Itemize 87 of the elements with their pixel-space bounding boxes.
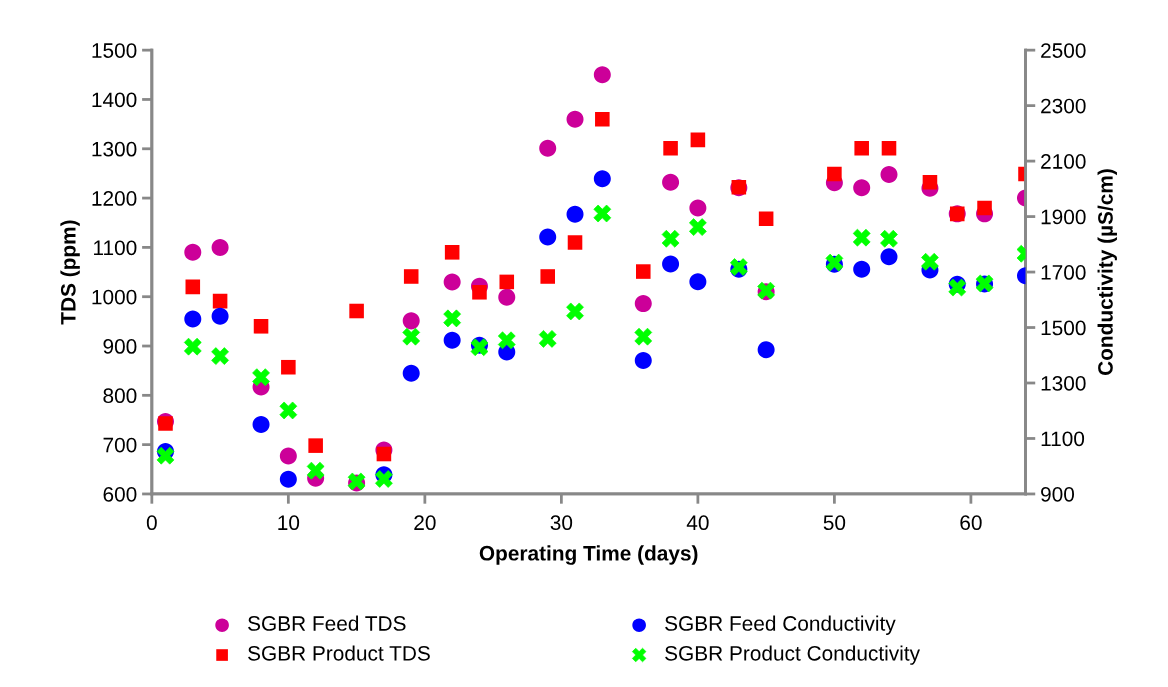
y2-axis-title: Conductivity (µS/cm) — [1097, 169, 1117, 375]
point — [281, 359, 296, 375]
point — [211, 307, 229, 325]
point — [349, 303, 364, 319]
point — [185, 279, 201, 295]
point — [279, 470, 297, 488]
point — [184, 310, 202, 328]
point — [593, 66, 611, 84]
point — [880, 248, 898, 266]
point — [540, 269, 555, 284]
y-tick-label: 1000 — [92, 289, 137, 305]
point — [443, 273, 461, 291]
y2-tick-label: 2500 — [1041, 43, 1086, 58]
y-tick-label: 1400 — [92, 92, 137, 108]
legend-label: SGBR Feed Conductivity — [665, 615, 896, 635]
point — [880, 229, 898, 248]
point — [566, 110, 584, 128]
x-tick-label: 50 — [823, 515, 846, 531]
point — [689, 273, 707, 291]
point — [827, 166, 842, 182]
y2-tick-label: 2100 — [1041, 154, 1086, 169]
y-axis-title: TDS (ppm) — [60, 220, 80, 325]
point — [184, 243, 202, 261]
y-tick-label: 1300 — [92, 141, 137, 157]
point — [758, 211, 774, 227]
point — [880, 165, 898, 183]
point — [403, 269, 419, 284]
y-tick-label: 900 — [103, 339, 137, 354]
legend-label: SGBR Product Conductivity — [665, 645, 920, 665]
y2-tick-label: 900 — [1041, 486, 1075, 502]
point — [539, 139, 557, 157]
point — [922, 175, 938, 190]
y2-tick-label: 1900 — [1041, 209, 1086, 225]
legend-label: SGBR Feed TDS — [248, 615, 406, 631]
x-tick-label: 0 — [146, 515, 157, 531]
point — [402, 364, 420, 382]
point — [566, 205, 584, 223]
point — [635, 264, 651, 279]
y-tick-label: 700 — [103, 437, 137, 453]
point — [376, 446, 392, 462]
point — [279, 447, 297, 465]
y2-tick-label: 1700 — [1041, 265, 1086, 280]
y2-tick-label: 1100 — [1041, 431, 1085, 447]
point — [854, 141, 869, 156]
y-tick-label: 1500 — [92, 43, 137, 58]
x-tick-label: 40 — [686, 515, 709, 531]
point — [158, 416, 173, 431]
y2-tick-label: 2300 — [1041, 98, 1086, 114]
point — [595, 111, 610, 127]
point — [853, 260, 871, 278]
point — [212, 293, 228, 309]
point — [690, 132, 706, 148]
x-tick-label: 20 — [414, 515, 436, 531]
point — [634, 295, 652, 313]
point — [308, 438, 323, 453]
y2-tick-label: 1300 — [1041, 376, 1086, 391]
point — [402, 312, 420, 330]
point — [567, 235, 583, 250]
point — [881, 141, 897, 156]
point — [977, 200, 992, 216]
point — [253, 319, 269, 334]
point — [689, 199, 707, 217]
legend-label: SGBR Product TDS — [248, 645, 430, 661]
point — [662, 255, 680, 273]
point — [443, 331, 461, 349]
point — [498, 288, 516, 306]
point — [634, 352, 652, 370]
y-tick-label: 1100 — [94, 240, 137, 256]
point — [663, 141, 678, 156]
y-tick-label: 800 — [103, 388, 137, 404]
point — [662, 173, 680, 191]
point — [472, 284, 487, 300]
x-tick-label: 30 — [550, 515, 573, 531]
y-tick-label: 600 — [103, 486, 137, 502]
point — [593, 170, 611, 188]
x-axis-title: Operating Time (days) — [479, 545, 698, 565]
point — [757, 341, 775, 359]
x-tick-label: 60 — [960, 515, 982, 531]
point — [252, 416, 270, 434]
x-tick-label: 10 — [278, 515, 300, 531]
point — [853, 179, 871, 197]
y2-tick-label: 1500 — [1041, 320, 1086, 336]
point — [499, 274, 515, 290]
point — [444, 245, 460, 260]
y-tick-label: 1200 — [92, 191, 137, 206]
point — [211, 238, 229, 256]
point — [539, 228, 557, 246]
